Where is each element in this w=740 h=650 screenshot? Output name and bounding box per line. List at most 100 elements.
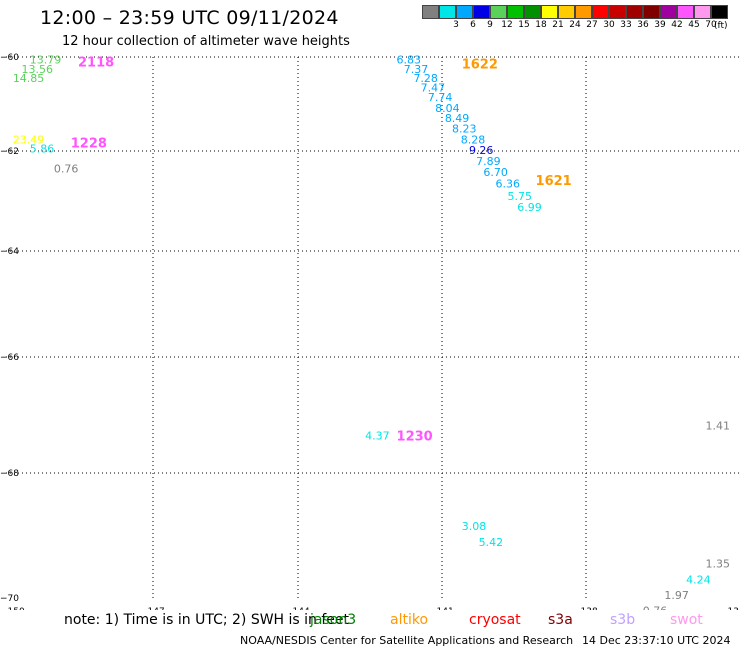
wave-height-value: 8.23: [452, 122, 477, 135]
pass-time-label: 2118: [78, 56, 114, 71]
x-tick-label: −141: [429, 607, 454, 610]
mission-legend: jason3 altiko cryosat s3a s3b swot: [0, 612, 740, 632]
legend-tick-label: 21: [552, 20, 564, 30]
legend-swatch: [490, 5, 507, 19]
legend-swatch: [439, 5, 456, 19]
wave-height-value: 1.97: [664, 589, 689, 602]
wave-height-value: 0.76: [643, 604, 668, 610]
mission-cryosat: cryosat: [469, 612, 521, 628]
x-tick-label: −150: [0, 607, 25, 610]
legend-tick-label: 27: [586, 20, 598, 30]
wave-height-value: 7.74: [428, 91, 453, 104]
credit-line: NOAA/NESDIS Center for Satellite Applica…: [240, 634, 574, 647]
wave-height-value: 6.99: [517, 201, 542, 214]
legend-swatch: [507, 5, 524, 19]
legend-unit: (ft): [714, 21, 728, 31]
legend-tick-label: 33: [620, 20, 632, 30]
x-tick-label: −144: [285, 607, 310, 610]
axis-tick-labels: −150 −147 −144 −141 −138 −13 −60 −62 −64 −66 −68 −7…: [0, 53, 739, 610]
wave-height-value: 4.37: [365, 429, 390, 442]
legend-swatch: [473, 5, 490, 19]
wave-height-value: 7.37: [404, 63, 429, 76]
y-tick-label: −62: [0, 147, 19, 157]
x-tick-label: −138: [573, 607, 598, 610]
wave-height-value: 5.86: [30, 143, 55, 156]
pass-time-label: 1622: [462, 58, 498, 73]
wave-height-value: 0.76: [54, 163, 79, 176]
wave-height-value: 8.28: [461, 134, 486, 147]
legend-swatch: [626, 5, 643, 19]
legend-swatch: [660, 5, 677, 19]
legend-tick-label: 39: [654, 20, 666, 30]
wave-height-value: 1.35: [705, 558, 730, 571]
legend-swatch: [609, 5, 626, 19]
y-tick-label: −68: [0, 469, 19, 479]
legend-swatch: [592, 5, 609, 19]
wave-height-value: 5.75: [508, 190, 533, 203]
y-tick-label: −70: [0, 594, 19, 604]
legend-tick-label: 12: [501, 20, 513, 30]
wave-height-map: −150 −147 −144 −141 −138 −13 −60 −62 −64 −66 −68 −7…: [0, 53, 740, 610]
legend-swatch: [677, 5, 694, 19]
mission-jason3: jason3: [310, 612, 357, 628]
wave-height-value: 3.08: [462, 520, 487, 533]
color-legend: 3 6 9 12 15 18 21 24 27 30 33 36 39 42 45 70: [422, 5, 728, 31]
mission-s3b: s3b: [610, 612, 636, 628]
wave-height-value: 5.42: [479, 536, 504, 549]
legend-tick-label: 3: [453, 20, 459, 30]
pass-time-labels: 2118 1622 1228 1621 1230: [71, 56, 572, 445]
legend-tick-label: 30: [603, 20, 615, 30]
legend-swatch: [711, 5, 728, 19]
legend-tick-label: 9: [487, 20, 493, 30]
wave-height-value: 6.36: [495, 178, 520, 191]
pass-time-label: 1621: [536, 174, 572, 189]
wave-height-value: 4.24: [686, 573, 711, 586]
legend-tick-label: 24: [569, 20, 581, 30]
legend-tick-label: 42: [671, 20, 683, 30]
legend-swatch: [541, 5, 558, 19]
legend-swatch: [558, 5, 575, 19]
legend-swatch: [643, 5, 660, 19]
legend-tick-label: 45: [688, 20, 700, 30]
wave-height-value: 14.85: [13, 72, 45, 85]
y-tick-label: −60: [0, 53, 19, 63]
y-tick-label: −64: [0, 247, 19, 257]
legend-tick-label: 6: [470, 20, 476, 30]
wave-height-value: 9.26: [469, 144, 494, 157]
footer-note: note: 1) Time is in UTC; 2) SWH is in fe…: [64, 612, 350, 628]
legend-tick-label: 36: [637, 20, 649, 30]
legend-tick-label: 70: [705, 20, 717, 30]
map-subtitle: 12 hour collection of altimeter wave hei…: [62, 34, 350, 49]
legend-swatch: [694, 5, 711, 19]
legend-swatch: [575, 5, 592, 19]
wave-height-value: 13.56: [22, 63, 54, 76]
generated-timestamp: 14 Dec 23:37:10 UTC 2024: [582, 634, 731, 647]
x-tick-label: −147: [140, 607, 165, 610]
wave-height-value: 6.70: [483, 166, 508, 179]
legend-swatch: [456, 5, 473, 19]
wave-height-value: 8.04: [435, 102, 460, 115]
legend-swatch: [524, 5, 541, 19]
mission-s3a: s3a: [548, 612, 573, 628]
x-tick-label: −13: [720, 607, 739, 610]
legend-swatches: [422, 5, 728, 19]
wave-height-value: 8.49: [445, 112, 470, 125]
grid-lines: [6, 56, 740, 600]
legend-tick-label: 18: [535, 20, 547, 30]
legend-swatch: [422, 5, 439, 19]
map-title: 12:00 – 23:59 UTC 09/11/2024: [40, 7, 339, 29]
legend-labels: 3 6 9 12 15 18 21 24 27 30 33 36 39 42 45 70: [422, 19, 728, 31]
wave-height-value: 13.79: [30, 53, 62, 66]
wave-height-value: 23.49: [13, 133, 45, 146]
legend-tick-label: 15: [518, 20, 530, 30]
wave-height-value: 7.28: [413, 72, 438, 85]
wave-height-value: 6.83: [397, 53, 422, 66]
wave-height-value: 7.47: [421, 82, 446, 95]
y-tick-label: −66: [0, 353, 19, 363]
mission-swot: swot: [670, 612, 703, 628]
wave-height-value: 1.41: [705, 419, 730, 432]
mission-altiko: altiko: [390, 612, 429, 628]
wave-height-value: 7.89: [476, 155, 501, 168]
pass-time-label: 1228: [71, 137, 107, 152]
